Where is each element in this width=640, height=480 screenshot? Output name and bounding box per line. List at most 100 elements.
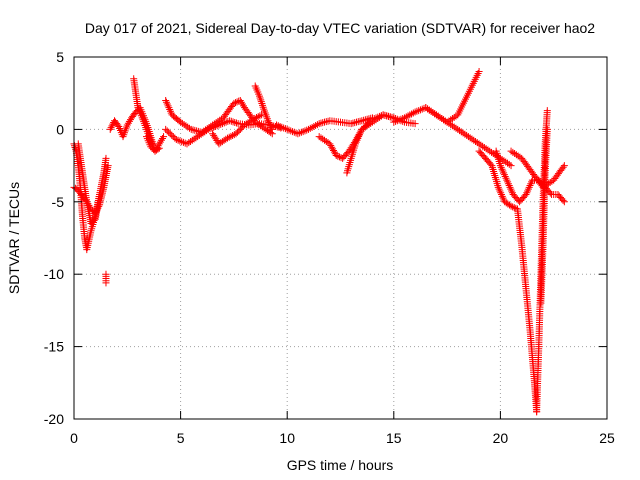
data-point <box>267 122 275 130</box>
data-point <box>267 129 275 137</box>
data-point <box>360 124 368 132</box>
data-point <box>456 127 464 135</box>
axis-ticks <box>73 56 608 420</box>
data-point <box>155 140 163 148</box>
data-point <box>452 124 460 132</box>
data-point <box>466 134 474 142</box>
data-point <box>156 138 164 146</box>
data-point <box>280 124 288 132</box>
data-point <box>399 115 407 123</box>
data-point <box>151 147 159 155</box>
data-point <box>166 105 174 113</box>
data-point <box>104 162 112 170</box>
series-arc-15 <box>422 104 515 170</box>
data-point <box>402 113 410 121</box>
data-point <box>355 133 363 141</box>
data-point <box>332 151 340 159</box>
data-point <box>268 125 276 133</box>
data-point <box>496 162 504 170</box>
y-tick-label: -15 <box>44 339 64 355</box>
y-tick-label: 0 <box>56 121 64 137</box>
data-point <box>499 194 507 202</box>
data-point <box>523 189 531 197</box>
data-point <box>322 137 330 145</box>
data-point <box>233 128 241 136</box>
data-point <box>123 121 131 129</box>
data-point <box>374 115 382 123</box>
data-point <box>267 124 275 132</box>
data-point <box>354 134 362 142</box>
data-point <box>178 138 186 146</box>
data-point <box>249 115 257 123</box>
data-point <box>217 120 225 128</box>
data-point <box>224 134 232 142</box>
data-point <box>353 136 361 144</box>
y-tick-label: -20 <box>44 411 64 427</box>
data-point <box>312 122 320 130</box>
data-point <box>457 128 465 136</box>
data-point <box>361 123 369 131</box>
data-point <box>106 125 114 133</box>
data-point <box>330 148 338 156</box>
data-point <box>500 169 508 177</box>
data-point <box>560 162 568 170</box>
data-point <box>559 196 567 204</box>
data-point <box>273 121 281 129</box>
data-point <box>508 187 516 195</box>
data-point <box>204 125 212 133</box>
data-point <box>436 113 444 121</box>
data-point <box>238 124 246 132</box>
data-point <box>559 163 567 171</box>
data-point <box>365 121 373 129</box>
x-tick-label: 15 <box>386 430 402 446</box>
data-point <box>445 119 453 127</box>
data-point <box>415 107 423 115</box>
data-point <box>477 141 485 149</box>
data-point <box>163 100 171 108</box>
data-point <box>507 162 515 170</box>
series-arc-7 <box>162 96 276 138</box>
data-point <box>294 130 302 138</box>
data-point <box>185 124 193 132</box>
data-point <box>546 178 554 186</box>
data-point <box>287 127 295 135</box>
data-point <box>164 102 172 110</box>
data-point <box>514 152 522 160</box>
data-point <box>543 125 551 133</box>
data-point <box>502 158 510 166</box>
data-point <box>497 189 505 197</box>
data-point <box>229 118 237 126</box>
data-point <box>424 105 432 113</box>
x-tick-label: 5 <box>177 430 185 446</box>
data-point <box>252 114 260 122</box>
data-point <box>409 109 417 117</box>
data-point <box>497 191 505 199</box>
data-point <box>190 135 198 143</box>
data-point <box>290 128 298 136</box>
data-point <box>310 123 318 131</box>
data-point <box>427 107 435 115</box>
data-point <box>165 128 173 136</box>
data-point <box>504 159 512 167</box>
data-point <box>505 160 513 168</box>
data-point <box>496 187 504 195</box>
data-point <box>160 133 168 141</box>
data-point <box>87 220 95 228</box>
data-point <box>153 144 161 151</box>
data-point <box>319 135 327 143</box>
data-point <box>475 67 483 75</box>
data-point <box>506 183 514 191</box>
data-point <box>315 133 323 141</box>
data-point <box>285 126 293 134</box>
data-point <box>448 115 456 123</box>
data-point <box>499 167 507 175</box>
data-point <box>308 123 316 131</box>
data-point <box>413 107 421 115</box>
data-point <box>509 148 517 156</box>
x-axis-label: GPS time / hours <box>287 457 394 473</box>
data-point <box>486 147 494 155</box>
data-point <box>299 128 307 136</box>
data-point <box>408 110 416 118</box>
data-point <box>524 187 532 195</box>
series-arc-9 <box>209 111 266 148</box>
